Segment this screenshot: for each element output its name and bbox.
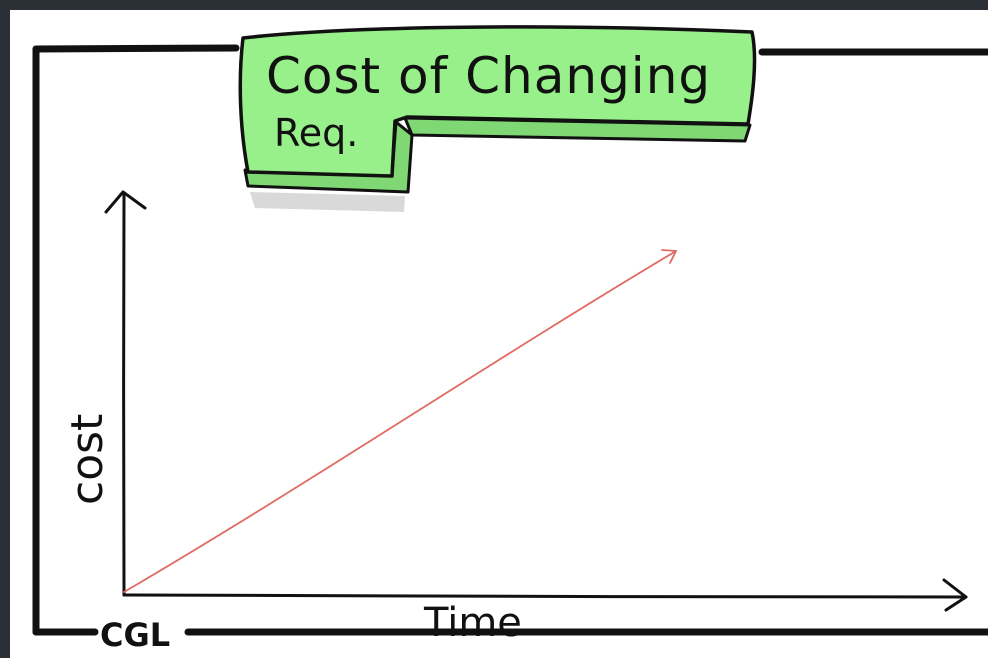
frame-top-left <box>32 44 240 53</box>
x-axis <box>122 593 968 599</box>
trend-series <box>123 249 677 593</box>
title-banner: Cost of Changing Req. <box>238 25 757 212</box>
outer-frame <box>32 44 988 636</box>
footer-label: CGL <box>100 616 170 654</box>
x-axis-arrowhead-icon <box>942 578 968 612</box>
banner-title-line1: Cost of Changing <box>266 47 711 105</box>
chart-axes <box>104 190 968 612</box>
x-axis-label: Time <box>423 600 522 646</box>
banner-title-line2: Req. <box>274 111 358 155</box>
banner-shadow <box>250 192 405 212</box>
banner-face <box>238 25 757 178</box>
y-axis-label: cost <box>62 414 113 505</box>
trend-arrowhead-icon <box>661 249 677 264</box>
trend-line <box>123 250 677 593</box>
y-axis-arrowhead-icon <box>104 190 147 214</box>
